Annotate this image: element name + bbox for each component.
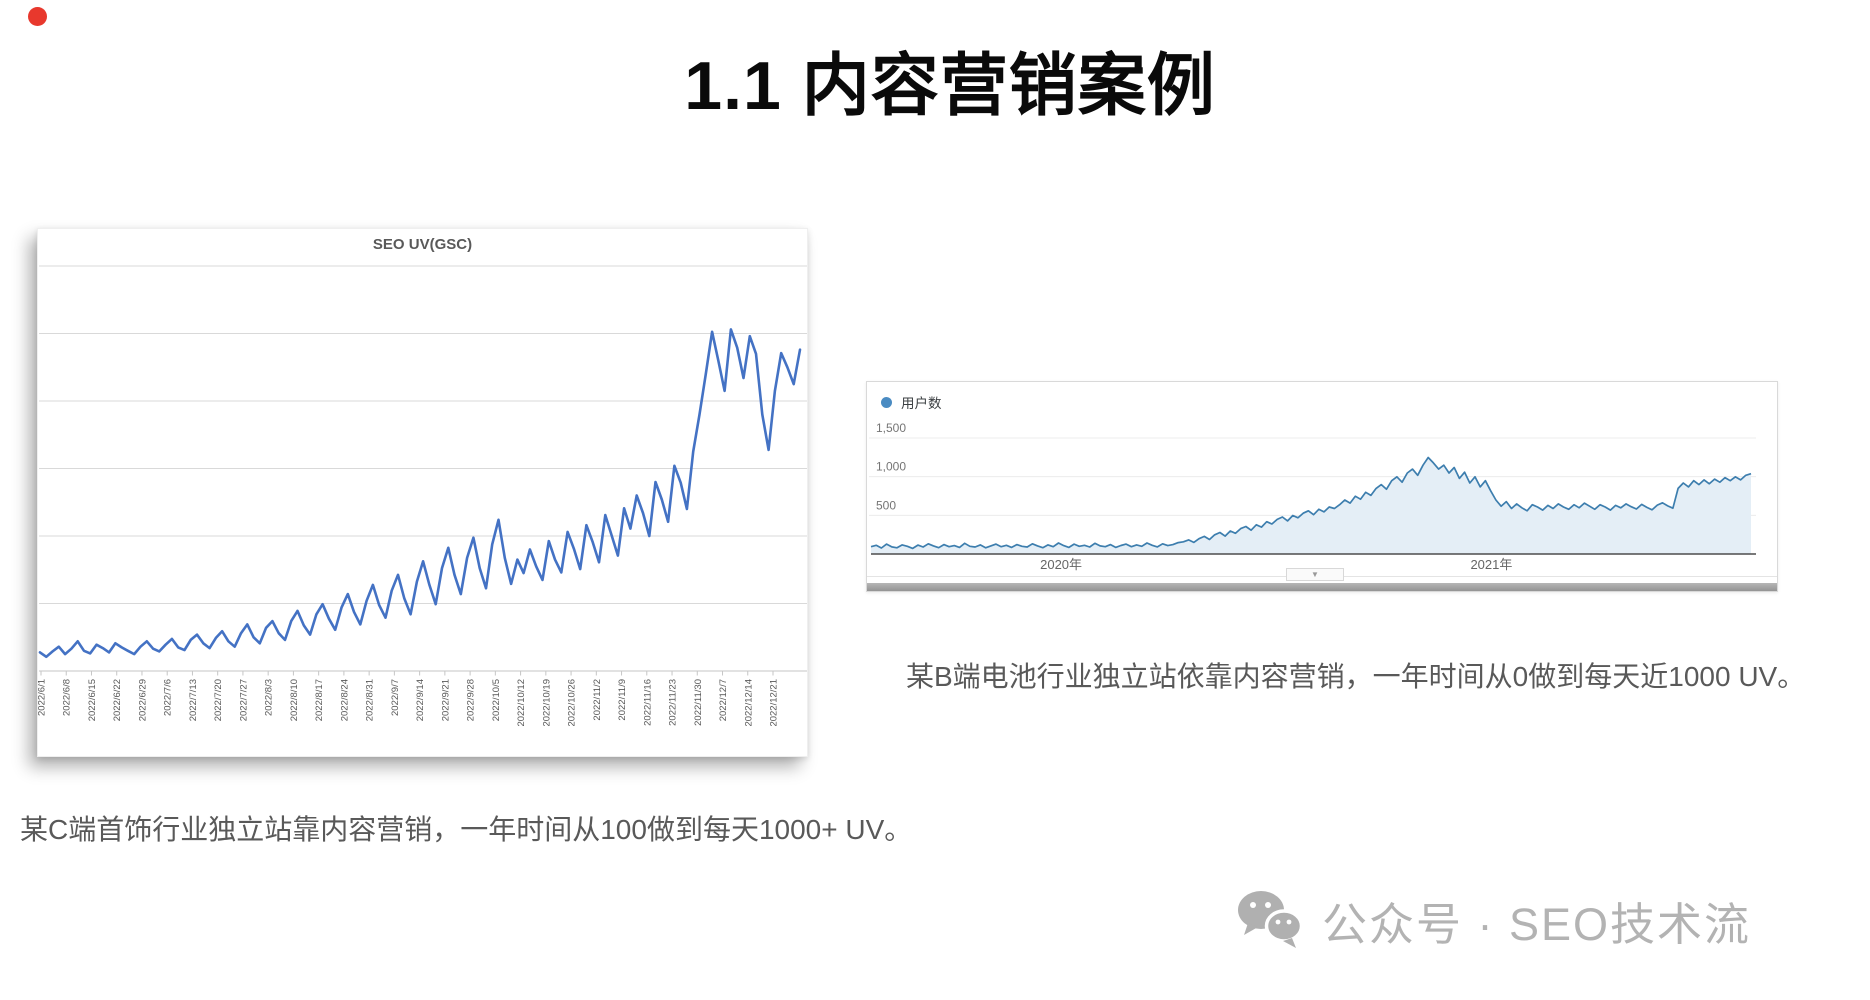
wechat-icon [1238, 890, 1304, 948]
users-chart: 500 1,000 1,500 2020年 2021年 用户数 ▼ [866, 381, 1778, 592]
svg-text:2022/11/23: 2022/11/23 [668, 679, 679, 726]
users-chart-legend: 用户数 [881, 392, 942, 412]
svg-text:2022/11/16: 2022/11/16 [642, 679, 653, 726]
chevron-down-icon: ▼ [1311, 569, 1319, 579]
svg-text:2022/8/24: 2022/8/24 [339, 679, 350, 721]
svg-text:2022/10/26: 2022/10/26 [567, 679, 578, 727]
svg-text:1,000: 1,000 [876, 460, 906, 474]
svg-text:2022/8/3: 2022/8/3 [264, 679, 275, 716]
chart-bottom-scrollbar [867, 583, 1777, 591]
watermark-text: 公众号 · SEO技术流 [1322, 899, 1752, 950]
svg-text:2022/9/14: 2022/9/14 [415, 679, 426, 721]
legend-label: 用户数 [901, 396, 942, 411]
svg-text:2022/6/22: 2022/6/22 [112, 679, 123, 721]
svg-text:2022/8/10: 2022/8/10 [289, 679, 300, 721]
svg-text:2022/8/31: 2022/8/31 [365, 679, 376, 721]
caption-left: 某C端首饰行业独立站靠内容营销，一年时间从100做到每天1000+ UV。 [20, 814, 913, 845]
svg-text:2022/12/14: 2022/12/14 [743, 679, 754, 727]
svg-text:2022/7/20: 2022/7/20 [213, 679, 224, 721]
svg-text:2022/6/29: 2022/6/29 [137, 679, 148, 721]
svg-text:2022/7/13: 2022/7/13 [188, 679, 199, 721]
legend-dot-icon [881, 396, 892, 408]
expand-chart-button[interactable]: ▼ [1286, 568, 1344, 581]
chart-left-title: SEO UV(GSC) [372, 236, 473, 253]
svg-text:2022/8/17: 2022/8/17 [314, 679, 325, 721]
svg-text:2022/11/2: 2022/11/2 [592, 679, 603, 721]
slide-title: 1.1 内容营销案例 [684, 48, 1216, 124]
svg-text:1,500: 1,500 [876, 421, 906, 435]
caption-right: 某B端电池行业独立站依靠内容营销，一年时间从0做到每天近1000 UV。 [906, 661, 1806, 692]
svg-text:500: 500 [876, 498, 896, 512]
seo-uv-line-plot: 2022/6/1 2022/6/8 2022/6/15 2022/6/22 2022/6… [38, 265, 807, 727]
svg-text:2020年: 2020年 [1040, 557, 1082, 572]
svg-text:2022/9/21: 2022/9/21 [440, 679, 451, 721]
svg-text:2022/9/28: 2022/9/28 [466, 679, 477, 721]
svg-text:2022/7/27: 2022/7/27 [238, 679, 249, 721]
svg-text:2022/7/6: 2022/7/6 [163, 679, 174, 716]
users-area-plot: 500 1,000 1,500 2020年 2021年 [867, 421, 1777, 577]
watermark: 公众号 · SEO技术流 [1236, 888, 1751, 953]
svg-text:2022/10/19: 2022/10/19 [541, 679, 552, 727]
svg-text:2022/12/7: 2022/12/7 [718, 679, 729, 721]
svg-text:2022/6/8: 2022/6/8 [62, 679, 73, 716]
svg-text:2022/10/5: 2022/10/5 [491, 679, 502, 721]
svg-text:2022/11/9: 2022/11/9 [617, 679, 628, 721]
svg-text:2022/9/7: 2022/9/7 [390, 679, 401, 716]
record-dot [28, 7, 47, 26]
svg-text:2022/11/30: 2022/11/30 [693, 679, 704, 726]
svg-text:2022/6/1: 2022/6/1 [38, 679, 48, 716]
svg-text:2022/12/21: 2022/12/21 [769, 679, 780, 727]
seo-uv-chart: 2022/6/1 2022/6/8 2022/6/15 2022/6/22 2022/6… [37, 228, 808, 757]
svg-text:2021年: 2021年 [1470, 557, 1512, 572]
svg-text:2022/10/12: 2022/10/12 [516, 679, 527, 727]
svg-text:2022/6/15: 2022/6/15 [87, 679, 98, 721]
